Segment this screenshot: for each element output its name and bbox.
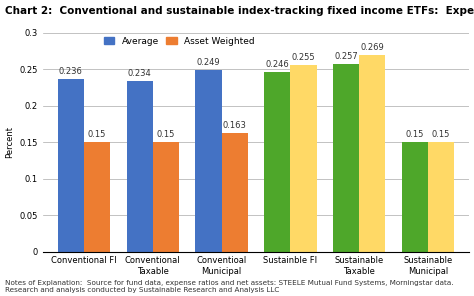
- Text: 0.246: 0.246: [265, 60, 289, 69]
- Bar: [264, 72, 291, 252]
- Bar: [221, 133, 248, 252]
- Bar: [333, 64, 359, 252]
- Text: 0.269: 0.269: [360, 43, 384, 52]
- Text: 0.163: 0.163: [223, 121, 246, 130]
- Text: Notes of Explanation:  Source for fund data, expense ratios and net assets: STEE: Notes of Explanation: Source for fund da…: [5, 280, 453, 293]
- Bar: [127, 81, 153, 252]
- Text: 0.15: 0.15: [88, 130, 106, 139]
- Text: 0.257: 0.257: [334, 52, 358, 61]
- Text: Chart 2:  Conventional and sustainable index-tracking fixed income ETFs:  Expens: Chart 2: Conventional and sustainable in…: [5, 6, 474, 16]
- Bar: [84, 142, 110, 252]
- Bar: [58, 79, 84, 252]
- Text: 0.255: 0.255: [292, 54, 315, 62]
- Legend: Average, Asset Weighted: Average, Asset Weighted: [103, 37, 255, 46]
- Text: 0.15: 0.15: [406, 130, 424, 139]
- Text: 0.234: 0.234: [128, 69, 152, 78]
- Y-axis label: Percent: Percent: [5, 126, 14, 158]
- Bar: [153, 142, 179, 252]
- Text: 0.236: 0.236: [59, 67, 83, 76]
- Text: 0.249: 0.249: [197, 58, 220, 67]
- Bar: [402, 142, 428, 252]
- Text: 0.15: 0.15: [156, 130, 175, 139]
- Bar: [195, 70, 221, 252]
- Bar: [291, 65, 317, 252]
- Text: 0.15: 0.15: [432, 130, 450, 139]
- Bar: [359, 55, 385, 252]
- Bar: [428, 142, 454, 252]
